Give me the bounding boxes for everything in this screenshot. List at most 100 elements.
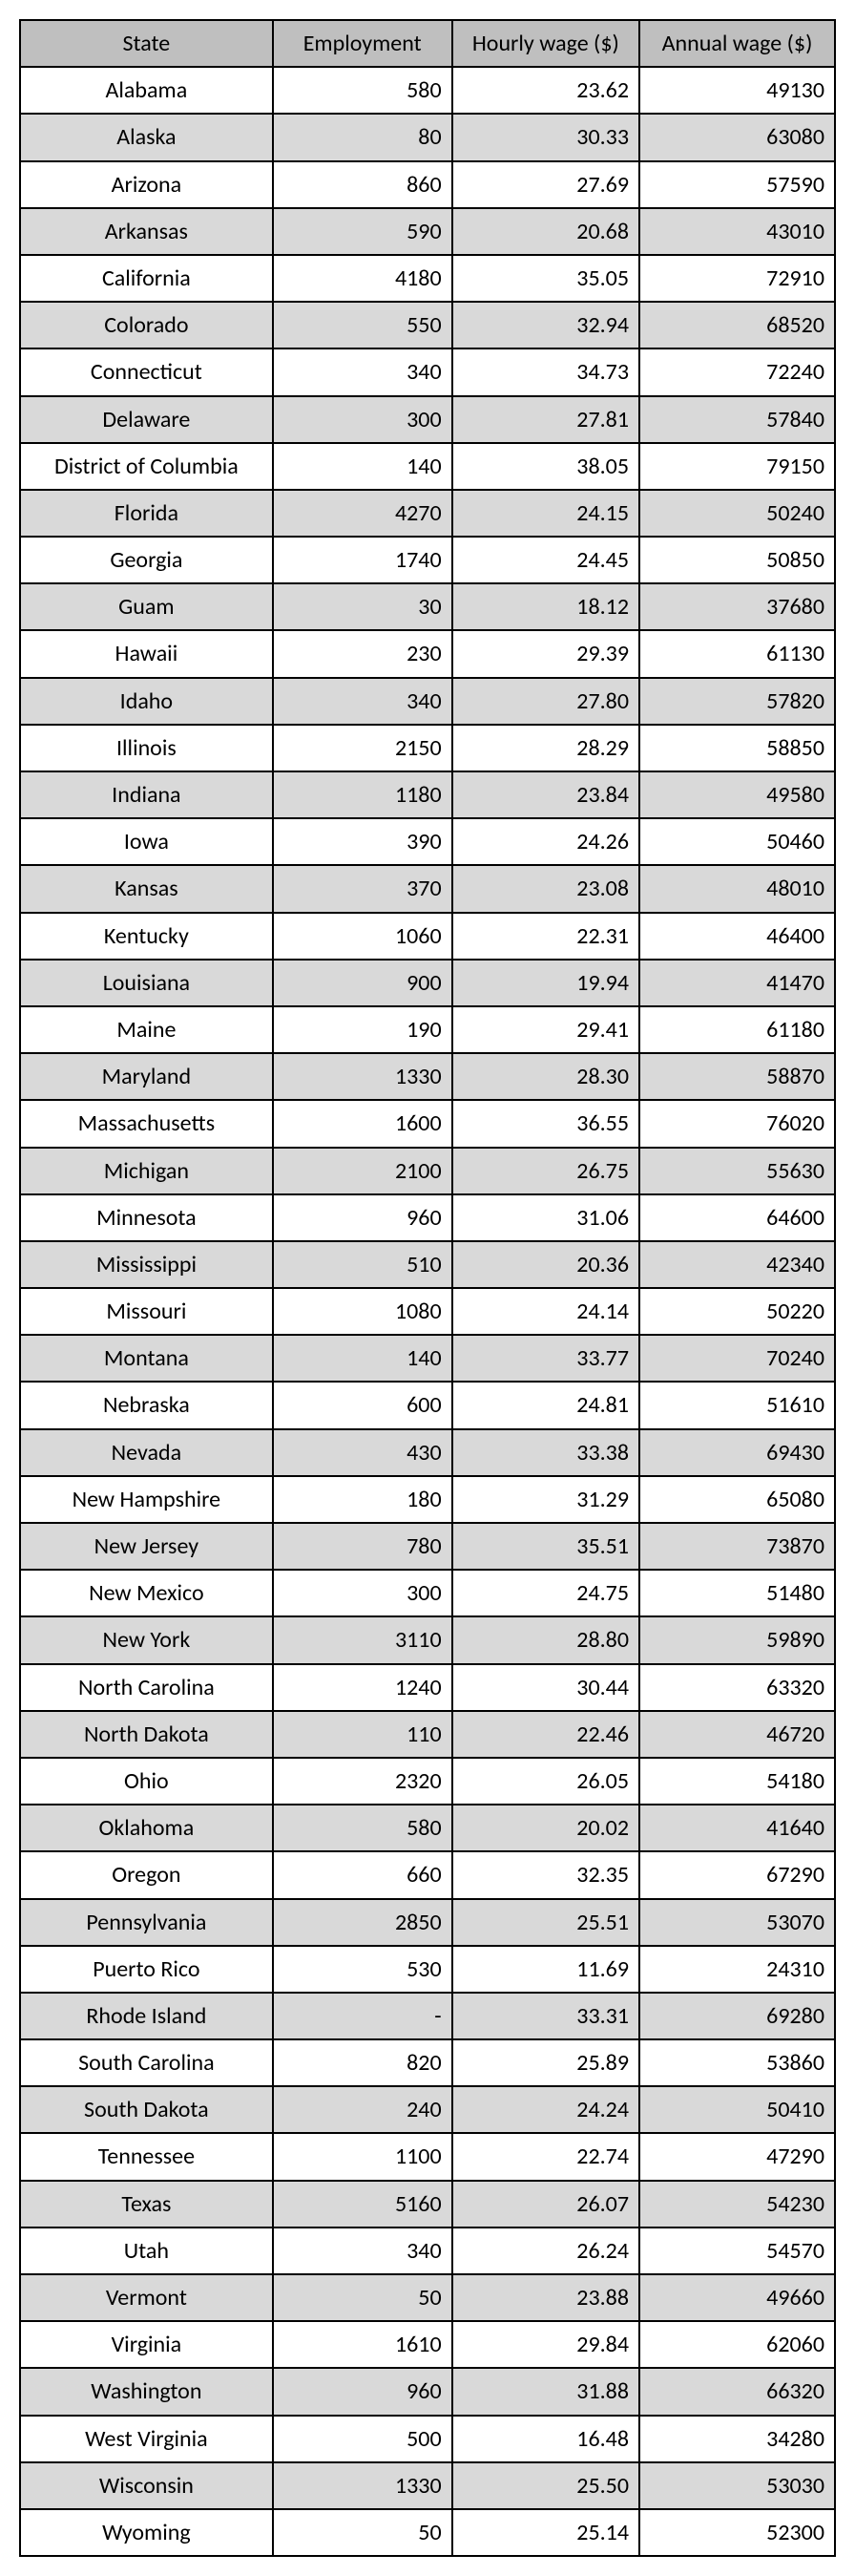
cell-hourly-wage: 26.07 — [452, 2181, 639, 2228]
cell-state: Puerto Rico — [20, 1946, 273, 1993]
cell-state: Idaho — [20, 678, 273, 725]
cell-employment: 1240 — [273, 1664, 452, 1711]
cell-hourly-wage: 23.08 — [452, 865, 639, 912]
cell-employment: 30 — [273, 583, 452, 630]
cell-employment: 900 — [273, 960, 452, 1006]
cell-hourly-wage: 26.05 — [452, 1758, 639, 1805]
cell-hourly-wage: 32.94 — [452, 302, 639, 348]
cell-annual-wage: 50460 — [639, 818, 835, 865]
table-row: Iowa39024.2650460 — [20, 818, 835, 865]
cell-state: Arizona — [20, 161, 273, 208]
cell-hourly-wage: 28.30 — [452, 1053, 639, 1100]
cell-annual-wage: 57840 — [639, 396, 835, 443]
cell-annual-wage: 52300 — [639, 2509, 835, 2556]
cell-state: North Dakota — [20, 1711, 273, 1758]
cell-annual-wage: 53860 — [639, 2039, 835, 2086]
cell-employment: 300 — [273, 1570, 452, 1616]
table-row: Tennessee110022.7447290 — [20, 2133, 835, 2180]
cell-employment: 2100 — [273, 1148, 452, 1194]
cell-employment: 1330 — [273, 2462, 452, 2509]
cell-employment: 1180 — [273, 771, 452, 818]
table-row: Missouri108024.1450220 — [20, 1288, 835, 1335]
cell-state: Texas — [20, 2181, 273, 2228]
table-row: Nevada43033.3869430 — [20, 1429, 835, 1476]
cell-employment: 180 — [273, 1476, 452, 1523]
cell-employment: 1330 — [273, 1053, 452, 1100]
cell-annual-wage: 53030 — [639, 2462, 835, 2509]
cell-hourly-wage: 24.81 — [452, 1382, 639, 1428]
cell-state: Kentucky — [20, 913, 273, 960]
cell-annual-wage: 66320 — [639, 2368, 835, 2415]
cell-employment: 80 — [273, 114, 452, 160]
cell-state: Hawaii — [20, 630, 273, 677]
cell-hourly-wage: 24.75 — [452, 1570, 639, 1616]
cell-hourly-wage: 27.69 — [452, 161, 639, 208]
cell-state: Guam — [20, 583, 273, 630]
table-row: Hawaii23029.3961130 — [20, 630, 835, 677]
table-row: Montana14033.7770240 — [20, 1335, 835, 1382]
table-row: Alaska8030.3363080 — [20, 114, 835, 160]
cell-state: New Jersey — [20, 1523, 273, 1570]
cell-annual-wage: 47290 — [639, 2133, 835, 2180]
cell-state: Massachusetts — [20, 1100, 273, 1147]
cell-employment: 370 — [273, 865, 452, 912]
cell-state: Michigan — [20, 1148, 273, 1194]
cell-annual-wage: 54180 — [639, 1758, 835, 1805]
wage-table: State Employment Hourly wage ($) Annual … — [19, 19, 836, 2557]
cell-employment: 960 — [273, 1194, 452, 1241]
cell-employment: 140 — [273, 1335, 452, 1382]
cell-employment: - — [273, 1993, 452, 2039]
cell-annual-wage: 58870 — [639, 1053, 835, 1100]
cell-state: Utah — [20, 2228, 273, 2274]
cell-hourly-wage: 29.84 — [452, 2321, 639, 2368]
cell-employment: 140 — [273, 443, 452, 490]
cell-employment: 2320 — [273, 1758, 452, 1805]
cell-employment: 590 — [273, 208, 452, 255]
cell-employment: 2850 — [273, 1899, 452, 1946]
cell-annual-wage: 41470 — [639, 960, 835, 1006]
cell-hourly-wage: 20.02 — [452, 1805, 639, 1851]
cell-state: Oklahoma — [20, 1805, 273, 1851]
cell-annual-wage: 50220 — [639, 1288, 835, 1335]
cell-employment: 190 — [273, 1006, 452, 1053]
cell-hourly-wage: 30.33 — [452, 114, 639, 160]
table-row: Michigan210026.7555630 — [20, 1148, 835, 1194]
cell-state: West Virginia — [20, 2416, 273, 2462]
table-row: Arizona86027.6957590 — [20, 161, 835, 208]
cell-annual-wage: 51610 — [639, 1382, 835, 1428]
cell-state: South Carolina — [20, 2039, 273, 2086]
cell-state: Montana — [20, 1335, 273, 1382]
cell-annual-wage: 63080 — [639, 114, 835, 160]
table-row: Washington96031.8866320 — [20, 2368, 835, 2415]
table-row: Wyoming5025.1452300 — [20, 2509, 835, 2556]
table-row: Illinois215028.2958850 — [20, 725, 835, 771]
cell-state: Arkansas — [20, 208, 273, 255]
cell-annual-wage: 50850 — [639, 537, 835, 583]
cell-employment: 340 — [273, 678, 452, 725]
cell-hourly-wage: 23.62 — [452, 67, 639, 114]
cell-employment: 1600 — [273, 1100, 452, 1147]
cell-employment: 50 — [273, 2274, 452, 2321]
table-row: Rhode Island-33.3169280 — [20, 1993, 835, 2039]
cell-annual-wage: 57820 — [639, 678, 835, 725]
cell-annual-wage: 53070 — [639, 1899, 835, 1946]
cell-employment: 1740 — [273, 537, 452, 583]
cell-annual-wage: 62060 — [639, 2321, 835, 2368]
table-row: Puerto Rico53011.6924310 — [20, 1946, 835, 1993]
cell-annual-wage: 41640 — [639, 1805, 835, 1851]
cell-state: New Hampshire — [20, 1476, 273, 1523]
cell-annual-wage: 61130 — [639, 630, 835, 677]
cell-state: Missouri — [20, 1288, 273, 1335]
cell-hourly-wage: 33.38 — [452, 1429, 639, 1476]
cell-hourly-wage: 25.89 — [452, 2039, 639, 2086]
cell-hourly-wage: 25.14 — [452, 2509, 639, 2556]
cell-annual-wage: 49660 — [639, 2274, 835, 2321]
cell-annual-wage: 72910 — [639, 255, 835, 302]
cell-employment: 820 — [273, 2039, 452, 2086]
table-row: New Hampshire18031.2965080 — [20, 1476, 835, 1523]
cell-annual-wage: 37680 — [639, 583, 835, 630]
table-row: Vermont5023.8849660 — [20, 2274, 835, 2321]
table-row: New Jersey78035.5173870 — [20, 1523, 835, 1570]
cell-state: Illinois — [20, 725, 273, 771]
cell-employment: 780 — [273, 1523, 452, 1570]
